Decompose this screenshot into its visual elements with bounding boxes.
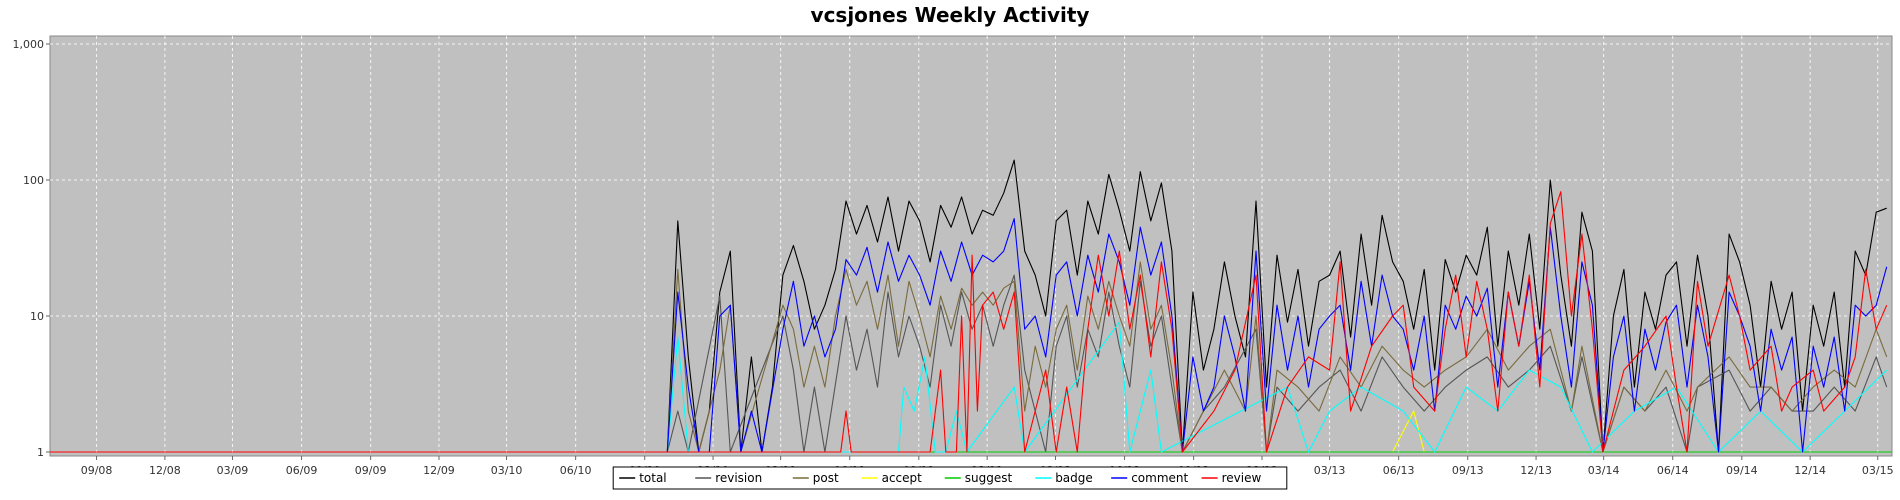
legend-label-comment: comment bbox=[1131, 471, 1188, 485]
legend: total revision post accept suggest badge comme… bbox=[612, 466, 1288, 490]
x-tick-label: 06/14 bbox=[1657, 464, 1689, 477]
y-tick-label: 100 bbox=[23, 174, 44, 187]
legend-label-accept: accept bbox=[882, 471, 923, 485]
x-tick-label: 12/08 bbox=[149, 464, 181, 477]
series-line-comment bbox=[50, 218, 1888, 453]
x-tick-label: 03/09 bbox=[217, 464, 249, 477]
x-tick-label: 12/14 bbox=[1794, 464, 1826, 477]
x-tick-label: 06/10 bbox=[560, 464, 592, 477]
x-tick-label: 12/09 bbox=[423, 464, 455, 477]
x-tick-label: 03/13 bbox=[1314, 464, 1346, 477]
x-tick-label: 03/15 bbox=[1862, 464, 1894, 477]
y-tick-label: 10 bbox=[30, 310, 44, 323]
x-tick-label: 03/14 bbox=[1588, 464, 1620, 477]
x-tick-label: 09/14 bbox=[1726, 464, 1758, 477]
legend-label-post: post bbox=[813, 471, 839, 485]
legend-label-revision: revision bbox=[715, 471, 762, 485]
series-line-total bbox=[50, 159, 1887, 453]
y-tick-label: 1,000 bbox=[13, 38, 45, 51]
legend-label-total: total bbox=[639, 471, 666, 485]
series-line-badge bbox=[50, 321, 1888, 453]
legend-label-suggest: suggest bbox=[965, 471, 1013, 485]
plot-area bbox=[49, 35, 1893, 457]
x-tick-label: 06/13 bbox=[1383, 464, 1415, 477]
y-tick-label: 1 bbox=[37, 446, 44, 459]
x-tick-label: 09/08 bbox=[81, 464, 113, 477]
legend-label-review: review bbox=[1222, 471, 1262, 485]
x-tick-label: 09/13 bbox=[1452, 464, 1484, 477]
x-tick-label: 03/10 bbox=[491, 464, 523, 477]
x-tick-label: 06/09 bbox=[286, 464, 318, 477]
chart-title: vcsjones Weekly Activity bbox=[810, 3, 1090, 27]
x-tick-label: 09/09 bbox=[355, 464, 387, 477]
legend-label-badge: badge bbox=[1055, 471, 1093, 485]
series-line-review bbox=[50, 191, 1888, 453]
x-tick-label: 12/13 bbox=[1520, 464, 1552, 477]
